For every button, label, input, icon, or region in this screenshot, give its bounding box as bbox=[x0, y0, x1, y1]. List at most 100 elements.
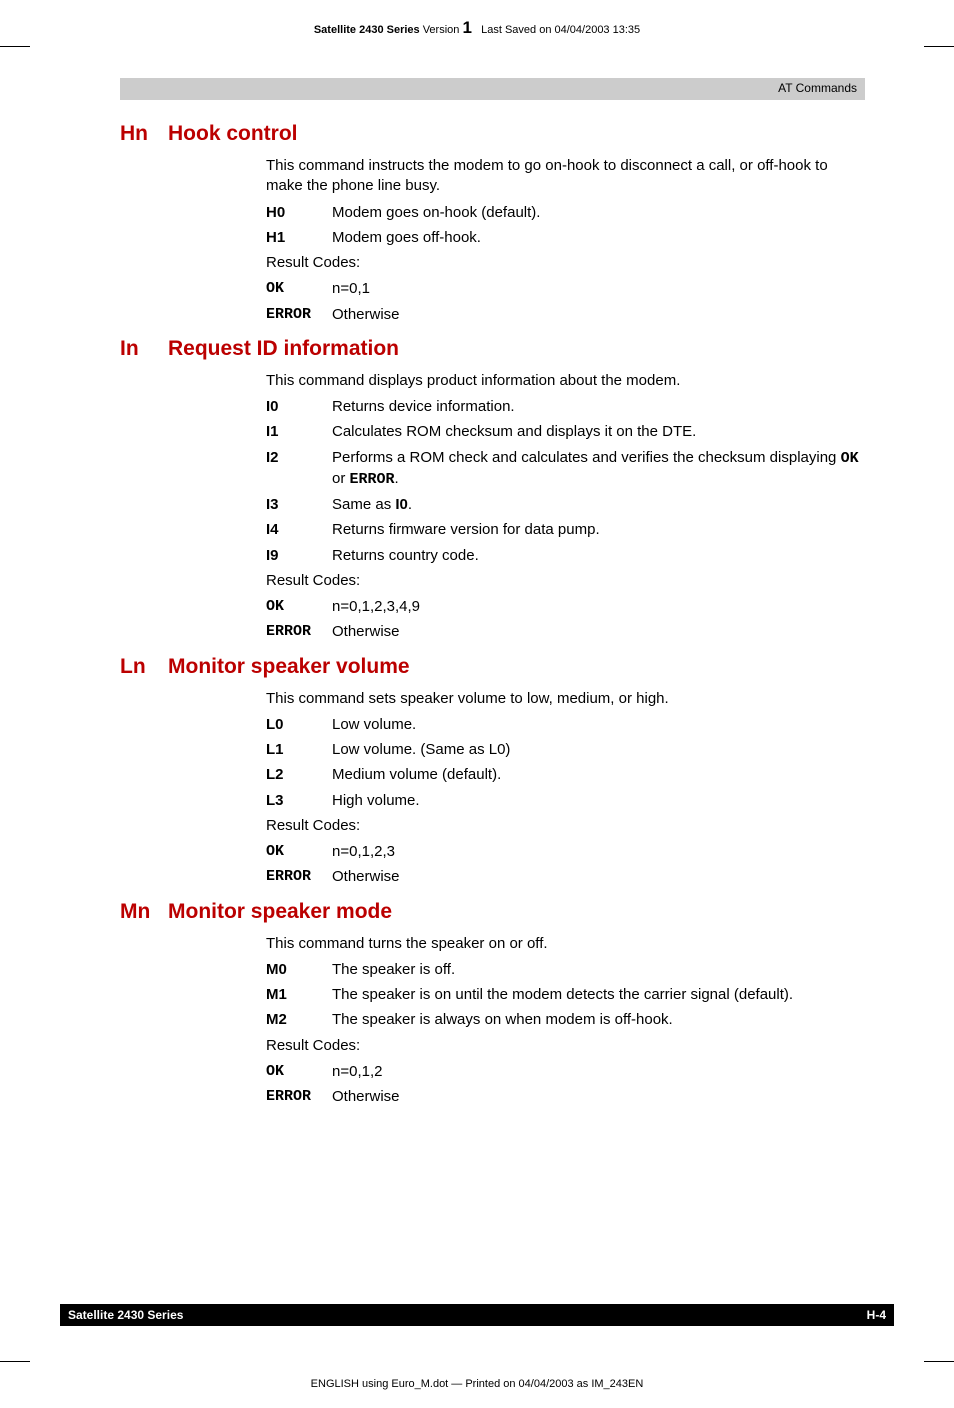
cmd-val: The speaker is always on when modem is o… bbox=[332, 1010, 865, 1030]
result-row: OKn=0,1,2 bbox=[266, 1062, 865, 1082]
cmd-row: I2Performs a ROM check and calculates an… bbox=[266, 448, 865, 491]
cmd-row: M1The speaker is on until the modem dete… bbox=[266, 985, 865, 1005]
cmd-val: The speaker is off. bbox=[332, 960, 865, 980]
result-key: ERROR bbox=[266, 1087, 332, 1107]
cmd-row: H0Modem goes on-hook (default). bbox=[266, 203, 865, 223]
section-hn-title: Hn Hook control bbox=[120, 122, 865, 146]
cmd-val: Performs a ROM check and calculates and … bbox=[332, 448, 865, 491]
result-key: OK bbox=[266, 1062, 332, 1082]
cmd-row: I3Same as I0. bbox=[266, 495, 865, 515]
saved-text: Last Saved on 04/04/2003 13:35 bbox=[481, 24, 640, 36]
print-info: ENGLISH using Euro_M.dot — Printed on 04… bbox=[0, 1378, 954, 1390]
cmd-key: M0 bbox=[266, 960, 332, 980]
intro-text: This command instructs the modem to go o… bbox=[266, 156, 865, 197]
cmd-val: Modem goes on-hook (default). bbox=[332, 203, 865, 223]
crop-mark bbox=[0, 1361, 30, 1362]
footer-right: H-4 bbox=[867, 1308, 886, 1322]
result-val: Otherwise bbox=[332, 1087, 865, 1107]
cmd-key: L1 bbox=[266, 740, 332, 760]
result-val: Otherwise bbox=[332, 622, 865, 642]
section-key: Hn bbox=[120, 122, 168, 146]
cmd-val: High volume. bbox=[332, 791, 865, 811]
footer-left: Satellite 2430 Series bbox=[68, 1308, 183, 1322]
cmd-key: L3 bbox=[266, 791, 332, 811]
cmd-key: M1 bbox=[266, 985, 332, 1005]
result-codes-label: Result Codes: bbox=[266, 1036, 865, 1056]
cmd-row: I1Calculates ROM checksum and displays i… bbox=[266, 422, 865, 442]
section-in-content: This command displays product informatio… bbox=[266, 371, 865, 643]
result-row: ERROROtherwise bbox=[266, 305, 865, 325]
page-top-header: Satellite 2430 Series Version 1 Last Sav… bbox=[0, 18, 954, 38]
cmd-key: I2 bbox=[266, 448, 332, 491]
result-codes-label: Result Codes: bbox=[266, 571, 865, 591]
section-ln-title: Ln Monitor speaker volume bbox=[120, 655, 865, 679]
cmd-val: Same as I0. bbox=[332, 495, 865, 515]
section-mn-content: This command turns the speaker on or off… bbox=[266, 934, 865, 1108]
result-val: n=0,1,2,3 bbox=[332, 842, 865, 862]
result-val: n=0,1,2 bbox=[332, 1062, 865, 1082]
result-key: OK bbox=[266, 597, 332, 617]
bold-text: I0 bbox=[395, 496, 408, 513]
result-val: n=0,1 bbox=[332, 279, 865, 299]
crop-mark bbox=[924, 46, 954, 47]
cmd-key: I1 bbox=[266, 422, 332, 442]
result-key: ERROR bbox=[266, 867, 332, 887]
intro-text: This command sets speaker volume to low,… bbox=[266, 689, 865, 709]
section-key: In bbox=[120, 337, 168, 361]
cmd-key: I4 bbox=[266, 520, 332, 540]
cmd-row: L0Low volume. bbox=[266, 715, 865, 735]
text: or bbox=[332, 470, 350, 487]
result-key: OK bbox=[266, 279, 332, 299]
cmd-key: I9 bbox=[266, 546, 332, 566]
cmd-row: L1Low volume. (Same as L0) bbox=[266, 740, 865, 760]
cmd-key: L0 bbox=[266, 715, 332, 735]
section-name: Hook control bbox=[168, 122, 298, 146]
cmd-val: Returns country code. bbox=[332, 546, 865, 566]
cmd-val: Calculates ROM checksum and displays it … bbox=[332, 422, 865, 442]
text: . bbox=[395, 470, 399, 487]
mono-text: OK bbox=[841, 450, 859, 467]
text: Performs a ROM check and calculates and … bbox=[332, 449, 841, 466]
section-in-title: In Request ID information bbox=[120, 337, 865, 361]
cmd-row: I9Returns country code. bbox=[266, 546, 865, 566]
cmd-key: M2 bbox=[266, 1010, 332, 1030]
cmd-key: H1 bbox=[266, 228, 332, 248]
cmd-val: Medium volume (default). bbox=[332, 765, 865, 785]
product-name: Satellite 2430 Series bbox=[314, 24, 420, 36]
section-hn-content: This command instructs the modem to go o… bbox=[266, 156, 865, 325]
cmd-key: L2 bbox=[266, 765, 332, 785]
result-val: Otherwise bbox=[332, 305, 865, 325]
cmd-row: I0Returns device information. bbox=[266, 397, 865, 417]
cmd-row: M2The speaker is always on when modem is… bbox=[266, 1010, 865, 1030]
cmd-row: I4Returns firmware version for data pump… bbox=[266, 520, 865, 540]
cmd-key: I3 bbox=[266, 495, 332, 515]
cmd-row: L2Medium volume (default). bbox=[266, 765, 865, 785]
section-key: Mn bbox=[120, 900, 168, 924]
cmd-key: I0 bbox=[266, 397, 332, 417]
result-row: OKn=0,1,2,3,4,9 bbox=[266, 597, 865, 617]
result-key: ERROR bbox=[266, 305, 332, 325]
result-row: OKn=0,1,2,3 bbox=[266, 842, 865, 862]
result-row: ERROROtherwise bbox=[266, 622, 865, 642]
result-row: OKn=0,1 bbox=[266, 279, 865, 299]
section-name: Request ID information bbox=[168, 337, 399, 361]
section-ln-content: This command sets speaker volume to low,… bbox=[266, 689, 865, 888]
cmd-val: Returns firmware version for data pump. bbox=[332, 520, 865, 540]
result-key: ERROR bbox=[266, 622, 332, 642]
section-name: Monitor speaker volume bbox=[168, 655, 410, 679]
footer-bar: Satellite 2430 Series H-4 bbox=[60, 1304, 894, 1326]
header-bar: AT Commands bbox=[120, 78, 865, 100]
section-key: Ln bbox=[120, 655, 168, 679]
cmd-row: L3High volume. bbox=[266, 791, 865, 811]
header-bar-label: AT Commands bbox=[778, 81, 857, 95]
intro-text: This command displays product informatio… bbox=[266, 371, 865, 391]
cmd-row: M0The speaker is off. bbox=[266, 960, 865, 980]
result-val: n=0,1,2,3,4,9 bbox=[332, 597, 865, 617]
cmd-val: Low volume. bbox=[332, 715, 865, 735]
result-key: OK bbox=[266, 842, 332, 862]
result-codes-label: Result Codes: bbox=[266, 816, 865, 836]
section-mn-title: Mn Monitor speaker mode bbox=[120, 900, 865, 924]
crop-mark bbox=[0, 46, 30, 47]
cmd-key: H0 bbox=[266, 203, 332, 223]
version-label: Version bbox=[423, 24, 460, 36]
